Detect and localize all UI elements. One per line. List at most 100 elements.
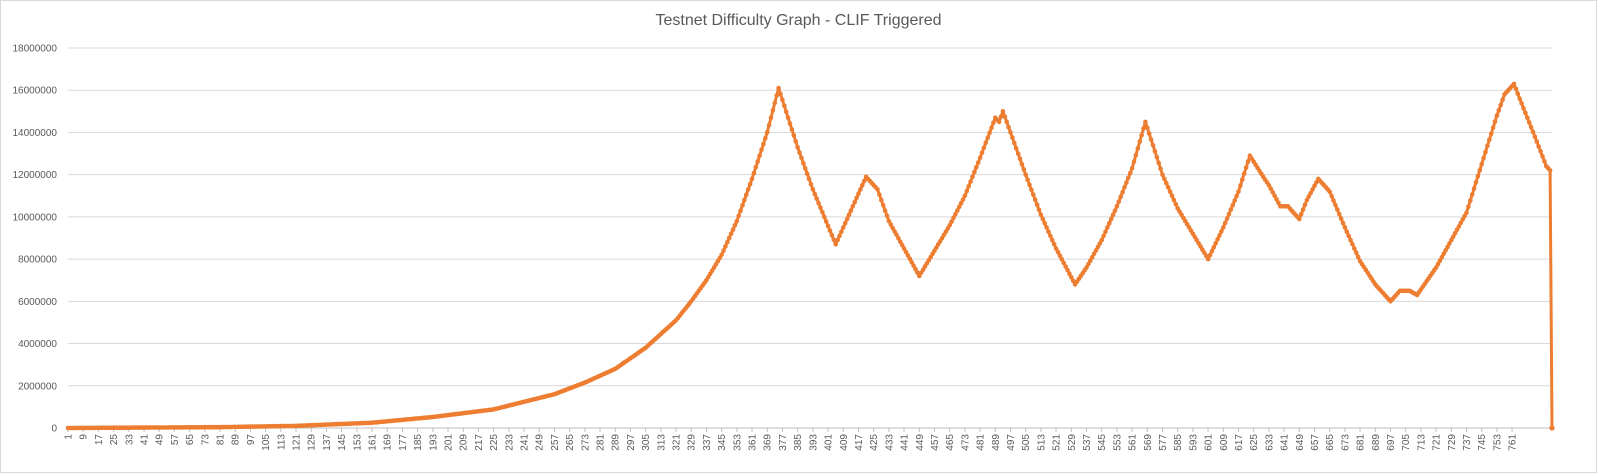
- x-tick-label: 225: [489, 434, 500, 451]
- data-point: [1297, 216, 1302, 222]
- data-point: [1013, 146, 1019, 151]
- data-point: [896, 236, 901, 241]
- x-tick-label: 745: [1477, 434, 1488, 451]
- x-tick-label: 57: [170, 434, 181, 446]
- x-tick-label: 9: [79, 434, 90, 440]
- data-point: [1137, 139, 1142, 145]
- data-point: [842, 220, 848, 226]
- data-point: [1025, 177, 1030, 182]
- data-point: [1477, 167, 1483, 173]
- data-point: [782, 103, 787, 109]
- x-tick-label: 753: [1492, 434, 1503, 451]
- x-tick-label: 681: [1356, 434, 1367, 451]
- data-point: [1091, 251, 1097, 257]
- data-point: [1538, 149, 1543, 154]
- data-point: [719, 252, 724, 258]
- data-point: [858, 187, 863, 192]
- x-tick-label: 137: [322, 434, 333, 451]
- data-point: [1300, 207, 1306, 212]
- data-point: [975, 160, 981, 165]
- data-point: [977, 155, 983, 161]
- x-tick-label: 1: [64, 434, 75, 440]
- data-point: [970, 174, 975, 180]
- data-point: [1519, 101, 1524, 106]
- data-point: [738, 208, 743, 213]
- data-point: [1046, 229, 1051, 234]
- data-point: [763, 136, 768, 141]
- data-point: [1346, 233, 1351, 239]
- data-point: [1542, 159, 1547, 164]
- x-tick-label: 217: [474, 434, 485, 451]
- data-point: [1015, 151, 1021, 156]
- x-axis-ticks: 1 9 17 25 33 41 49 57 65 73 81 89 97 105 113 121 129 137 1…: [64, 428, 1519, 451]
- data-point: [1141, 126, 1146, 131]
- data-point: [1004, 119, 1009, 125]
- data-point: [1169, 193, 1175, 199]
- x-tick-label: 761: [1508, 434, 1519, 451]
- data-point: [953, 212, 958, 217]
- data-point: [1093, 248, 1099, 253]
- data-point: [799, 155, 804, 161]
- data-point: [759, 147, 764, 153]
- data-point: [1449, 237, 1454, 243]
- x-tick-label: 401: [824, 434, 835, 451]
- data-point: [1215, 237, 1220, 242]
- data-point: [1154, 154, 1160, 160]
- data-point: [1458, 220, 1464, 226]
- data-point: [1088, 258, 1093, 264]
- data-point: [1089, 254, 1095, 260]
- x-tick-label: 497: [1006, 434, 1017, 451]
- x-tick-label: 561: [1128, 434, 1139, 451]
- x-tick-label: 729: [1447, 434, 1458, 451]
- data-point: [1211, 244, 1217, 250]
- data-point: [835, 237, 840, 243]
- data-point: [1099, 237, 1104, 243]
- data-point: [1114, 204, 1120, 209]
- data-point: [1055, 249, 1061, 255]
- data-point: [726, 235, 732, 241]
- data-point: [1511, 81, 1517, 87]
- x-tick-label: 273: [580, 434, 591, 451]
- data-point: [964, 188, 970, 194]
- data-point: [1245, 159, 1251, 164]
- data-point: [1173, 201, 1179, 207]
- data-point: [1070, 278, 1076, 284]
- data-point: [1456, 224, 1462, 229]
- data-point: [1547, 168, 1553, 173]
- data-point: [721, 248, 726, 253]
- data-point: [1143, 119, 1148, 125]
- y-tick-label: 4000000: [18, 339, 57, 350]
- data-point: [1304, 197, 1310, 203]
- data-point: [1101, 233, 1106, 239]
- x-tick-label: 713: [1416, 434, 1427, 451]
- y-tick-label: 12000000: [13, 170, 58, 181]
- data-point: [1126, 175, 1131, 181]
- data-point: [985, 135, 990, 140]
- data-point: [1445, 244, 1450, 250]
- data-point: [968, 179, 973, 184]
- data-point: [728, 231, 734, 237]
- data-point: [774, 93, 779, 98]
- data-point: [1475, 174, 1481, 179]
- data-point: [1006, 124, 1011, 130]
- data-point: [1051, 242, 1057, 247]
- y-tick-label: 16000000: [13, 86, 58, 97]
- data-point: [1032, 197, 1038, 202]
- data-point: [814, 196, 819, 201]
- data-point: [801, 160, 806, 166]
- data-point: [911, 263, 916, 269]
- y-tick-label: 14000000: [13, 128, 58, 139]
- data-point: [996, 119, 1002, 125]
- data-point: [1217, 233, 1222, 238]
- x-tick-label: 689: [1371, 434, 1382, 451]
- x-tick-label: 265: [565, 434, 576, 451]
- data-point: [905, 253, 911, 258]
- data-point: [1146, 131, 1152, 136]
- x-tick-label: 601: [1204, 434, 1215, 451]
- data-point: [1306, 194, 1312, 199]
- data-point: [1000, 109, 1006, 114]
- x-tick-label: 81: [216, 434, 227, 446]
- x-tick-label: 25: [109, 434, 120, 446]
- data-point: [753, 165, 759, 170]
- data-point: [1027, 182, 1032, 187]
